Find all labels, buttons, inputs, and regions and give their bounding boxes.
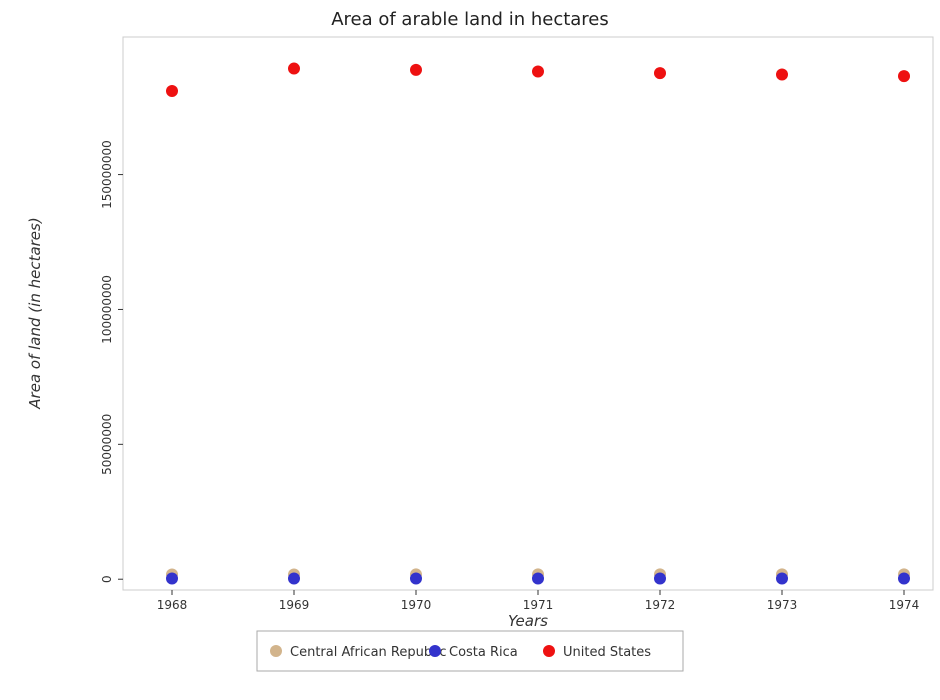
y-tick-label: 0 — [100, 575, 114, 583]
point-united-states — [898, 70, 910, 83]
x-tick-label: 1973 — [767, 598, 798, 612]
legend-marker-central-african-republic — [270, 645, 282, 657]
point-united-states — [776, 68, 788, 81]
point-united-states — [166, 84, 178, 97]
point-costa-rica — [654, 572, 666, 585]
point-united-states — [410, 63, 422, 76]
y-tick-label: 150000000 — [100, 140, 114, 209]
y-tick-label: 50000000 — [100, 414, 114, 475]
point-costa-rica — [166, 572, 178, 585]
x-axis-label: Years — [508, 612, 548, 630]
y-axis: 0 50000000 100000000 150000000 — [100, 140, 123, 583]
data-marks — [166, 62, 910, 585]
point-costa-rica — [776, 572, 788, 585]
point-united-states — [532, 65, 544, 78]
legend: Central African Republic Costa Rica United… — [256, 630, 684, 672]
plot-frame — [122, 36, 934, 591]
x-tick-label: 1970 — [401, 598, 432, 612]
point-united-states — [288, 62, 300, 75]
legend-label-costa-rica: Costa Rica — [449, 645, 518, 660]
point-costa-rica — [898, 572, 910, 585]
y-tick-label: 100000000 — [100, 275, 114, 344]
x-tick-label: 1974 — [889, 598, 920, 612]
x-tick-label: 1968 — [157, 598, 188, 612]
legend-box — [256, 630, 684, 672]
plot-area — [122, 36, 934, 591]
point-costa-rica — [532, 572, 544, 585]
legend-marker-costa-rica — [429, 645, 441, 657]
x-axis: 1968 1969 1970 1971 1972 1973 1974 — [157, 590, 920, 612]
chart-title: Area of arable land in hectares — [331, 9, 609, 30]
x-tick-label: 1969 — [279, 598, 310, 612]
point-united-states — [654, 67, 666, 80]
point-costa-rica — [288, 572, 300, 585]
x-tick-label: 1972 — [645, 598, 676, 612]
x-tick-label: 1971 — [523, 598, 554, 612]
legend-label-central-african-republic: Central African Republic — [290, 645, 446, 660]
legend-marker-united-states — [543, 645, 555, 657]
point-costa-rica — [410, 572, 422, 585]
legend-label-united-states: United States — [563, 645, 651, 660]
y-axis-label: Area of land (in hectares) — [26, 217, 44, 409]
